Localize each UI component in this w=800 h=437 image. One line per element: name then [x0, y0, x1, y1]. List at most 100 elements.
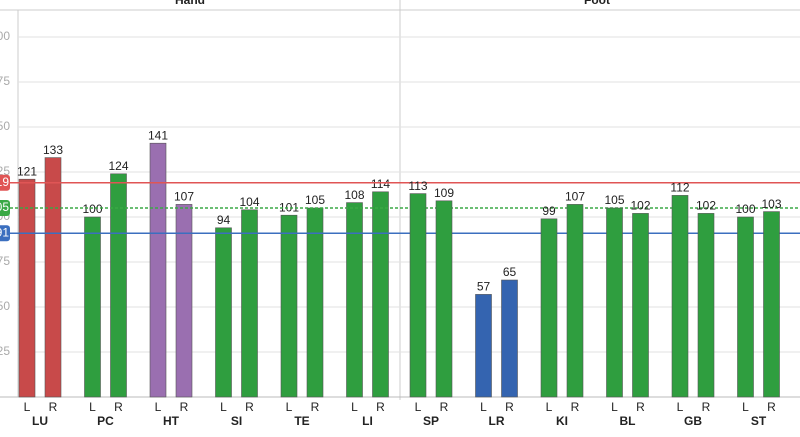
bar [566, 204, 584, 398]
y-tick-label: 125 [0, 164, 10, 178]
series-label: R [702, 400, 711, 414]
category-label: LU [32, 414, 48, 428]
category-label: LR [489, 414, 505, 428]
category-label: GB [684, 414, 702, 428]
value-label: 94 [217, 213, 231, 227]
value-label: 133 [43, 143, 63, 157]
value-label: 141 [148, 128, 168, 142]
bar [763, 211, 780, 398]
value-label: 112 [670, 181, 689, 195]
bar [241, 209, 258, 398]
value-label: 114 [371, 177, 390, 191]
value-label: 57 [477, 280, 491, 294]
bar [84, 216, 101, 398]
value-label: 100 [735, 202, 755, 216]
value-label: 101 [279, 200, 299, 214]
bar [280, 214, 298, 398]
value-label: 100 [82, 202, 102, 216]
series-label: L [286, 400, 293, 414]
series-label: R [49, 400, 58, 414]
value-label: 102 [696, 199, 716, 213]
value-label: 65 [503, 265, 517, 279]
series-label: R [311, 400, 320, 414]
value-label: 107 [565, 190, 585, 204]
bar [306, 207, 324, 398]
bar [44, 157, 62, 398]
value-label: 121 [17, 164, 37, 178]
category-label: SI [231, 414, 242, 428]
series-label: L [415, 400, 422, 414]
bar [671, 195, 689, 398]
category-label: LI [362, 414, 373, 428]
bar [409, 193, 427, 398]
reference-label-box [0, 200, 10, 216]
category-label: BL [620, 414, 636, 428]
series-label: L [611, 400, 618, 414]
value-label: 102 [630, 199, 650, 213]
category-label: PC [97, 414, 114, 428]
reference-label: 91 [0, 225, 9, 239]
value-label: 124 [108, 159, 128, 173]
y-tick-label: 75 [0, 254, 10, 268]
series-label: R [571, 400, 580, 414]
category-label: KI [556, 414, 568, 428]
category-label: SP [423, 414, 439, 428]
value-label: 103 [761, 197, 781, 211]
bar [737, 216, 754, 398]
bar [435, 200, 453, 398]
series-label: R [376, 400, 385, 414]
bar [697, 213, 715, 398]
bar [175, 204, 193, 398]
category-label: TE [294, 414, 309, 428]
bar [149, 142, 167, 398]
bar [372, 191, 389, 398]
series-label: L [220, 400, 227, 414]
bar [632, 213, 649, 398]
y-tick-label: 200 [0, 29, 10, 43]
series-label: L [24, 400, 31, 414]
series-label: L [677, 400, 684, 414]
series-label: R [440, 400, 449, 414]
reference-label-box [0, 174, 10, 191]
series-label: L [351, 400, 358, 414]
y-tick-label: 175 [0, 74, 10, 88]
series-label: R [245, 400, 254, 414]
value-label: 108 [344, 188, 364, 202]
category-label: ST [751, 414, 767, 428]
y-tick-label: 100 [0, 209, 10, 223]
series-label: R [180, 400, 189, 414]
series-label: R [636, 400, 645, 414]
bar [606, 207, 623, 398]
series-label: R [767, 400, 776, 414]
panel-title: Foot [584, 0, 610, 7]
y-tick-label: 25 [0, 344, 10, 358]
reference-label-box [0, 225, 10, 242]
value-label: 113 [408, 179, 427, 193]
panel-title: Hand [175, 0, 205, 7]
series-label: L [155, 400, 162, 414]
value-label: 104 [239, 195, 259, 209]
value-label: 99 [542, 204, 556, 218]
value-label: 109 [434, 186, 454, 200]
series-label: R [505, 400, 514, 414]
y-tick-label: 50 [0, 299, 10, 313]
y-tick-label: 150 [0, 119, 10, 133]
series-label: L [480, 400, 487, 414]
bar [110, 173, 127, 398]
category-label: HT [163, 414, 180, 428]
series-label: L [742, 400, 749, 414]
bar [215, 227, 232, 398]
reference-label: 119 [0, 175, 9, 189]
bar [540, 218, 558, 398]
bar [346, 202, 363, 398]
series-label: R [114, 400, 123, 414]
value-label: 105 [305, 193, 325, 207]
series-label: L [546, 400, 553, 414]
bar [475, 294, 492, 398]
series-label: L [89, 400, 96, 414]
value-label: 105 [604, 193, 624, 207]
bar [18, 178, 36, 398]
value-label: 107 [174, 190, 194, 204]
bar [501, 279, 518, 398]
